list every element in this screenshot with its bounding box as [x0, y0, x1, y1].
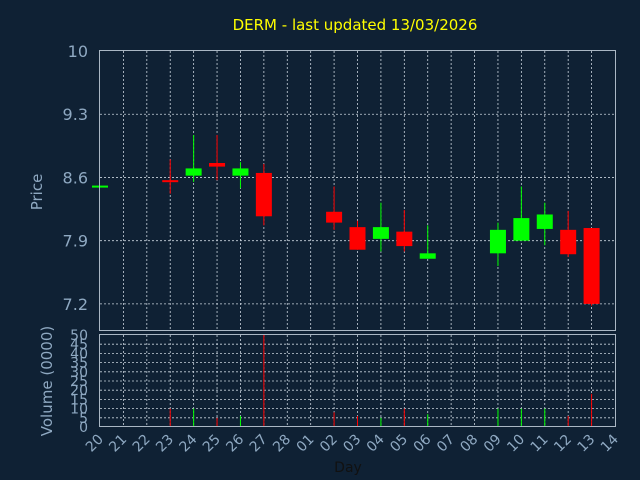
- volume-bars: [169, 335, 593, 427]
- candle-body: [560, 229, 577, 255]
- chart-title: DERM - last updated 13/03/2026: [233, 16, 478, 34]
- candle-body: [583, 228, 600, 304]
- x-tick-label: 04: [364, 431, 388, 455]
- candle: [162, 159, 179, 194]
- candle: [232, 162, 249, 189]
- x-tick-label: 26: [223, 431, 247, 455]
- x-tick-label: 02: [317, 432, 341, 456]
- candle: [255, 163, 272, 226]
- candle: [536, 202, 553, 246]
- candle: [372, 202, 389, 252]
- volume-grid: [100, 335, 615, 427]
- x-tick-label: 12: [551, 432, 575, 456]
- price-tick-label: 8.6: [63, 168, 88, 187]
- x-axis-label: Day: [334, 460, 362, 476]
- price-tick-label: 7.9: [63, 232, 88, 251]
- candle: [209, 135, 226, 181]
- x-tick-label: 08: [457, 432, 481, 456]
- volume-tick-label: 0: [79, 420, 88, 436]
- price-tick-label: 9.3: [63, 105, 88, 124]
- x-tick-label: 22: [130, 432, 154, 456]
- candle-body: [536, 214, 553, 229]
- price-axis-ticks: 10 9.3 8.6 7.9 7.2: [63, 42, 88, 314]
- x-tick-label: 06: [411, 431, 435, 455]
- price-grid: [100, 51, 615, 331]
- volume-tick-label: 5: [79, 411, 88, 427]
- candle-body: [396, 231, 413, 247]
- x-tick-label: 01: [294, 432, 318, 456]
- candle: [349, 220, 366, 250]
- x-tick-label: 23: [153, 432, 177, 456]
- candle: [396, 209, 413, 252]
- candle-body: [255, 172, 272, 217]
- x-tick-label: 11: [528, 432, 552, 456]
- candle-body: [185, 168, 202, 176]
- x-tick-label: 05: [387, 432, 411, 456]
- candle-body: [232, 168, 249, 176]
- volume-tick-label: 15: [70, 392, 88, 408]
- candle-body: [209, 163, 226, 167]
- price-axis-label: Price: [28, 174, 46, 211]
- price-panel: 10 9.3 8.6 7.9 7.2 Price: [28, 42, 616, 331]
- volume-frame: [99, 334, 616, 427]
- volume-tick-label: 35: [70, 356, 88, 372]
- candle-body: [513, 218, 530, 241]
- candle-body: [349, 227, 366, 250]
- x-tick-label: 13: [574, 432, 598, 456]
- volume-tick-label: 45: [70, 337, 88, 353]
- candle: [326, 186, 343, 230]
- volume-tick-label: 20: [70, 383, 88, 399]
- x-tick-label: 10: [504, 432, 528, 456]
- volume-tick-label: 25: [70, 374, 88, 390]
- candle: [489, 222, 506, 266]
- x-tick-label: 24: [177, 431, 201, 455]
- price-tick-label: 7.2: [63, 295, 88, 314]
- x-tick-label: 09: [481, 432, 505, 456]
- volume-tick-label: 50: [70, 328, 88, 344]
- candle: [185, 135, 202, 182]
- x-tick-label: 07: [434, 432, 458, 456]
- price-frame: [99, 50, 616, 331]
- x-tick-label: 28: [270, 432, 294, 456]
- x-tick-label: 27: [247, 432, 271, 456]
- candle: [583, 228, 600, 306]
- volume-tick-label: 10: [70, 402, 88, 418]
- x-tick-label: 25: [200, 432, 224, 456]
- candle-body: [419, 253, 436, 259]
- x-axis-ticks: 20 21 22 23 24 25 26 27 28 01 02 03 04 05 06 07 08 09 10 11…: [83, 431, 622, 455]
- price-tick-label: 10: [68, 42, 88, 61]
- x-tick-label: 21: [106, 432, 130, 456]
- price-candles: [92, 135, 600, 306]
- volume-tick-label: 40: [70, 346, 88, 362]
- candle-body: [372, 227, 389, 239]
- x-tick-label: 03: [340, 432, 364, 456]
- candle-body: [489, 229, 506, 254]
- candle: [513, 186, 530, 241]
- x-tick-label: 14: [598, 431, 622, 455]
- volume-tick-label: 30: [70, 365, 88, 381]
- candle: [419, 225, 436, 259]
- candle-body: [326, 211, 343, 223]
- candle-body: [162, 180, 179, 183]
- candle: [560, 210, 577, 257]
- volume-axis-label: Volume (0000): [38, 326, 56, 436]
